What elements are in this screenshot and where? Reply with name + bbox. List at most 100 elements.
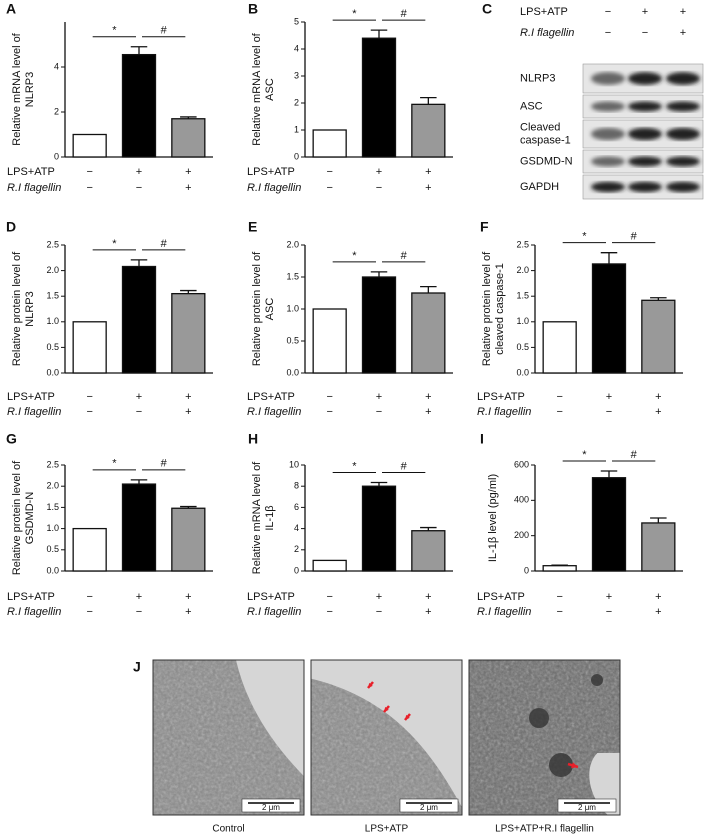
y-tick-label: 4 [54,61,59,71]
condition-mark: − [86,166,92,178]
y-tick-label: 2.5 [46,459,59,469]
blot-row-label: caspase-1 [520,134,571,146]
condition-mark: + [376,166,382,178]
y-tick-label: 0.5 [46,342,59,352]
condition-label: LPS+ATP [477,591,525,603]
blot-row-label: GAPDH [520,181,559,193]
frame [468,659,621,816]
condition-label: R.I flagellin [7,406,61,418]
y-tick-label: 0 [524,565,529,575]
panel-letter: F [480,219,489,235]
bar [361,37,397,158]
y-tick-label: 1 [294,124,299,134]
condition-mark: + [425,591,431,603]
bar-chart: B 0 1 2 3 4 5 Relative mRNA level of ASC * # LPS+AT… [247,1,453,194]
blot-band [591,127,625,141]
condition-mark: − [326,166,332,178]
y-tick-label: 0.0 [516,367,529,377]
condition-mark: − [556,406,562,418]
condition-mark: + [185,406,191,418]
condition-mark: − [556,606,562,618]
panel-letter: I [480,431,484,447]
condition-mark: − [556,591,562,603]
y-tick-label: 10 [289,459,299,469]
condition-mark: − [376,606,382,618]
y-axis-label: Relative mRNA level of [251,32,263,145]
micrograph-caption: LPS+ATP+R.I flagellin [495,824,594,835]
condition-mark: − [86,591,92,603]
blot-band [666,181,700,193]
condition-label: R.I flagellin [477,606,531,618]
bar [312,559,347,572]
significance-marker: # [401,250,408,262]
y-axis-label: ASC [264,298,276,321]
bar-chart: A 0 2 4 Relative mRNA level of NLRP3 * # LPS+ATP… [6,1,213,194]
y-axis-label: IL-1β level (pg/ml) [487,474,499,562]
condition-mark: + [136,391,142,403]
significance-marker: # [631,449,638,461]
condition-label: LPS+ATP [7,591,55,603]
bar [361,485,397,572]
blot-band [591,181,625,193]
y-tick-label: 3 [294,70,299,80]
y-tick-label: 0 [294,565,299,575]
y-tick-label: 1.0 [46,316,59,326]
bar [72,321,107,374]
blot-band [628,181,662,193]
y-axis-label: GSDMD-N [24,492,36,545]
condition-label: LPS+ATP [247,166,295,178]
condition-label: R.I flagellin [520,27,574,39]
scale-label: 2 μm [420,803,438,812]
bar [121,265,157,374]
panel-letter: H [248,431,258,447]
y-tick-label: 5 [294,16,299,26]
bar [72,527,107,572]
significance-marker: * [112,238,117,250]
blot-band [591,101,625,112]
y-tick-label: 1.0 [286,303,299,313]
y-tick-label: 2.0 [46,265,59,275]
y-tick-label: 0.0 [46,367,59,377]
blot-band [628,127,662,141]
condition-mark: + [376,591,382,603]
y-axis-label: Relative protein level of [11,460,23,575]
condition-mark: + [680,27,686,39]
condition-mark: − [326,591,332,603]
arrow-head [571,762,578,769]
bar [641,299,676,374]
condition-label: R.I flagellin [7,182,61,194]
organelle [549,753,573,777]
blot-band [628,101,662,112]
scale-label: 2 μm [262,803,280,812]
y-tick-label: 0 [54,151,59,161]
significance-marker: # [161,458,168,470]
blot-row-label: Cleaved [520,121,560,133]
arrow-head [384,706,389,712]
blot-band [666,127,700,141]
condition-label: LPS+ATP [247,591,295,603]
y-axis-label: Relative mRNA level of [11,32,23,145]
significance-marker: * [352,8,357,20]
condition-mark: + [642,6,648,18]
significance-marker: * [582,449,587,461]
bar [121,53,157,158]
condition-label: R.I flagellin [477,406,531,418]
blot-row-label: NLRP3 [520,72,555,84]
condition-mark: + [655,391,661,403]
y-tick-label: 1.5 [516,291,529,301]
y-tick-label: 2.5 [46,239,59,249]
bar [591,477,627,572]
condition-mark: − [642,27,648,39]
frame [152,659,305,816]
micrograph: 2 μm [310,659,463,816]
condition-mark: − [136,606,142,618]
bar [641,522,676,572]
scale-label: 2 μm [578,803,596,812]
condition-mark: − [606,606,612,618]
significance-marker: * [352,250,357,262]
organelle [529,708,549,728]
y-tick-label: 4 [294,43,299,53]
condition-mark: − [556,391,562,403]
y-tick-label: 0.5 [516,342,529,352]
